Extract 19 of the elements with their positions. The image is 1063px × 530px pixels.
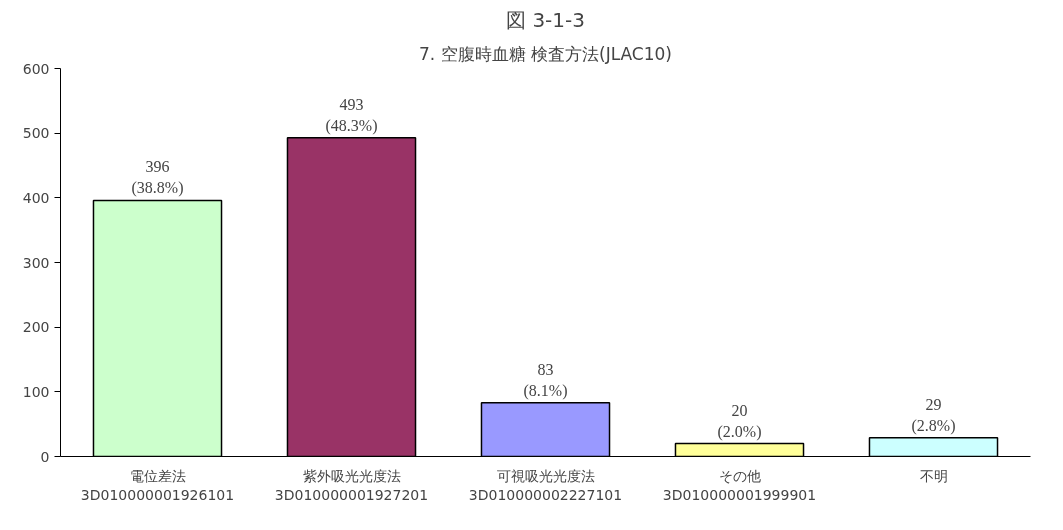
y-tick-label: 0	[40, 448, 50, 465]
caption: 図 3-1-3	[506, 7, 585, 32]
y-tick-label: 500	[22, 125, 50, 142]
text: 29 (2.8%)	[911, 395, 956, 434]
x-tick-label: 紫外吸光光度法 3D010000001927201	[274, 467, 429, 503]
x-tick-label: 電位差法 3D010000001926101	[80, 467, 235, 503]
x-tick-label: 不明	[919, 467, 948, 484]
chart-title: 7. 空腹時血糖 検査方法(JLAC10)	[419, 43, 672, 64]
text: 83 (8.1%)	[523, 360, 568, 399]
y-tick-label: 200	[22, 319, 50, 336]
y-tick-label: 300	[22, 254, 50, 271]
text: 396 (38.8%)	[131, 158, 184, 197]
y-tick-label: 400	[22, 189, 50, 206]
y-tick-label: 600	[22, 60, 50, 77]
text: 493 (48.3%)	[325, 95, 378, 134]
x-tick-label: 可視吸光光度法 3D010000002227101	[468, 467, 623, 503]
text: 20 (2.0%)	[717, 401, 762, 440]
x-tick-label: その他 3D010000001999901	[662, 467, 817, 503]
y-tick-label: 100	[22, 383, 50, 400]
